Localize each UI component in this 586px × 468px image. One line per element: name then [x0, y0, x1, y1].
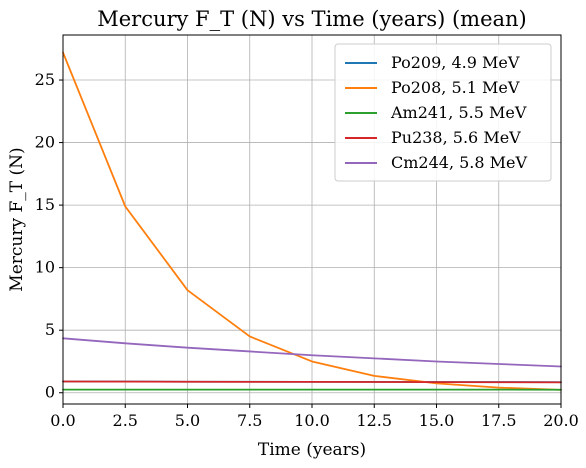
x-tick-label: 0.0: [50, 411, 75, 430]
legend: Po209, 4.9 MeV Po208, 5.1 MeV Am241, 5.5 M…: [334, 43, 552, 182]
x-tick-label: 10.0: [294, 411, 330, 430]
y-tick-label: 10: [35, 258, 55, 277]
legend-box: [334, 43, 552, 182]
y-tick-label: 0: [45, 383, 55, 402]
y-tick-label: 25: [35, 70, 55, 89]
legend-label-0: Po209, 4.9 MeV: [391, 53, 520, 72]
y-tick-label: 5: [45, 320, 55, 339]
series-line-1: [62, 51, 562, 391]
x-tick-label: 20.0: [543, 411, 579, 430]
chart-title: Mercury F_T (N) vs Time (years) (mean): [97, 7, 527, 31]
legend-label-1: Po208, 5.1 MeV: [391, 78, 520, 97]
series-lines: [62, 51, 562, 391]
x-tick-label: 5.0: [175, 411, 200, 430]
legend-label-4: Cm244, 5.8 MeV: [391, 153, 528, 172]
y-tick-label: 15: [35, 195, 55, 214]
series-line-3: [62, 380, 562, 384]
x-tick-label: 2.5: [113, 411, 138, 430]
x-tick-label: 15.0: [419, 411, 455, 430]
x-tick-label: 17.5: [481, 411, 517, 430]
y-tick-label: 20: [35, 133, 55, 152]
x-axis-label: Time (years): [258, 440, 366, 460]
series-line-4: [62, 337, 562, 368]
legend-label-2: Am241, 5.5 MeV: [390, 103, 527, 122]
legend-label-3: Pu238, 5.6 MeV: [391, 128, 521, 147]
x-tick-label: 12.5: [356, 411, 392, 430]
x-tick-label: 7.5: [237, 411, 262, 430]
axis-ticks: 0.0 2.5 5.0 7.5 10.0 12.5 15.0 17.5 20.0 0 5 10 15 20…: [35, 70, 579, 430]
y-axis-label: Mercury F_T (N): [7, 147, 27, 291]
